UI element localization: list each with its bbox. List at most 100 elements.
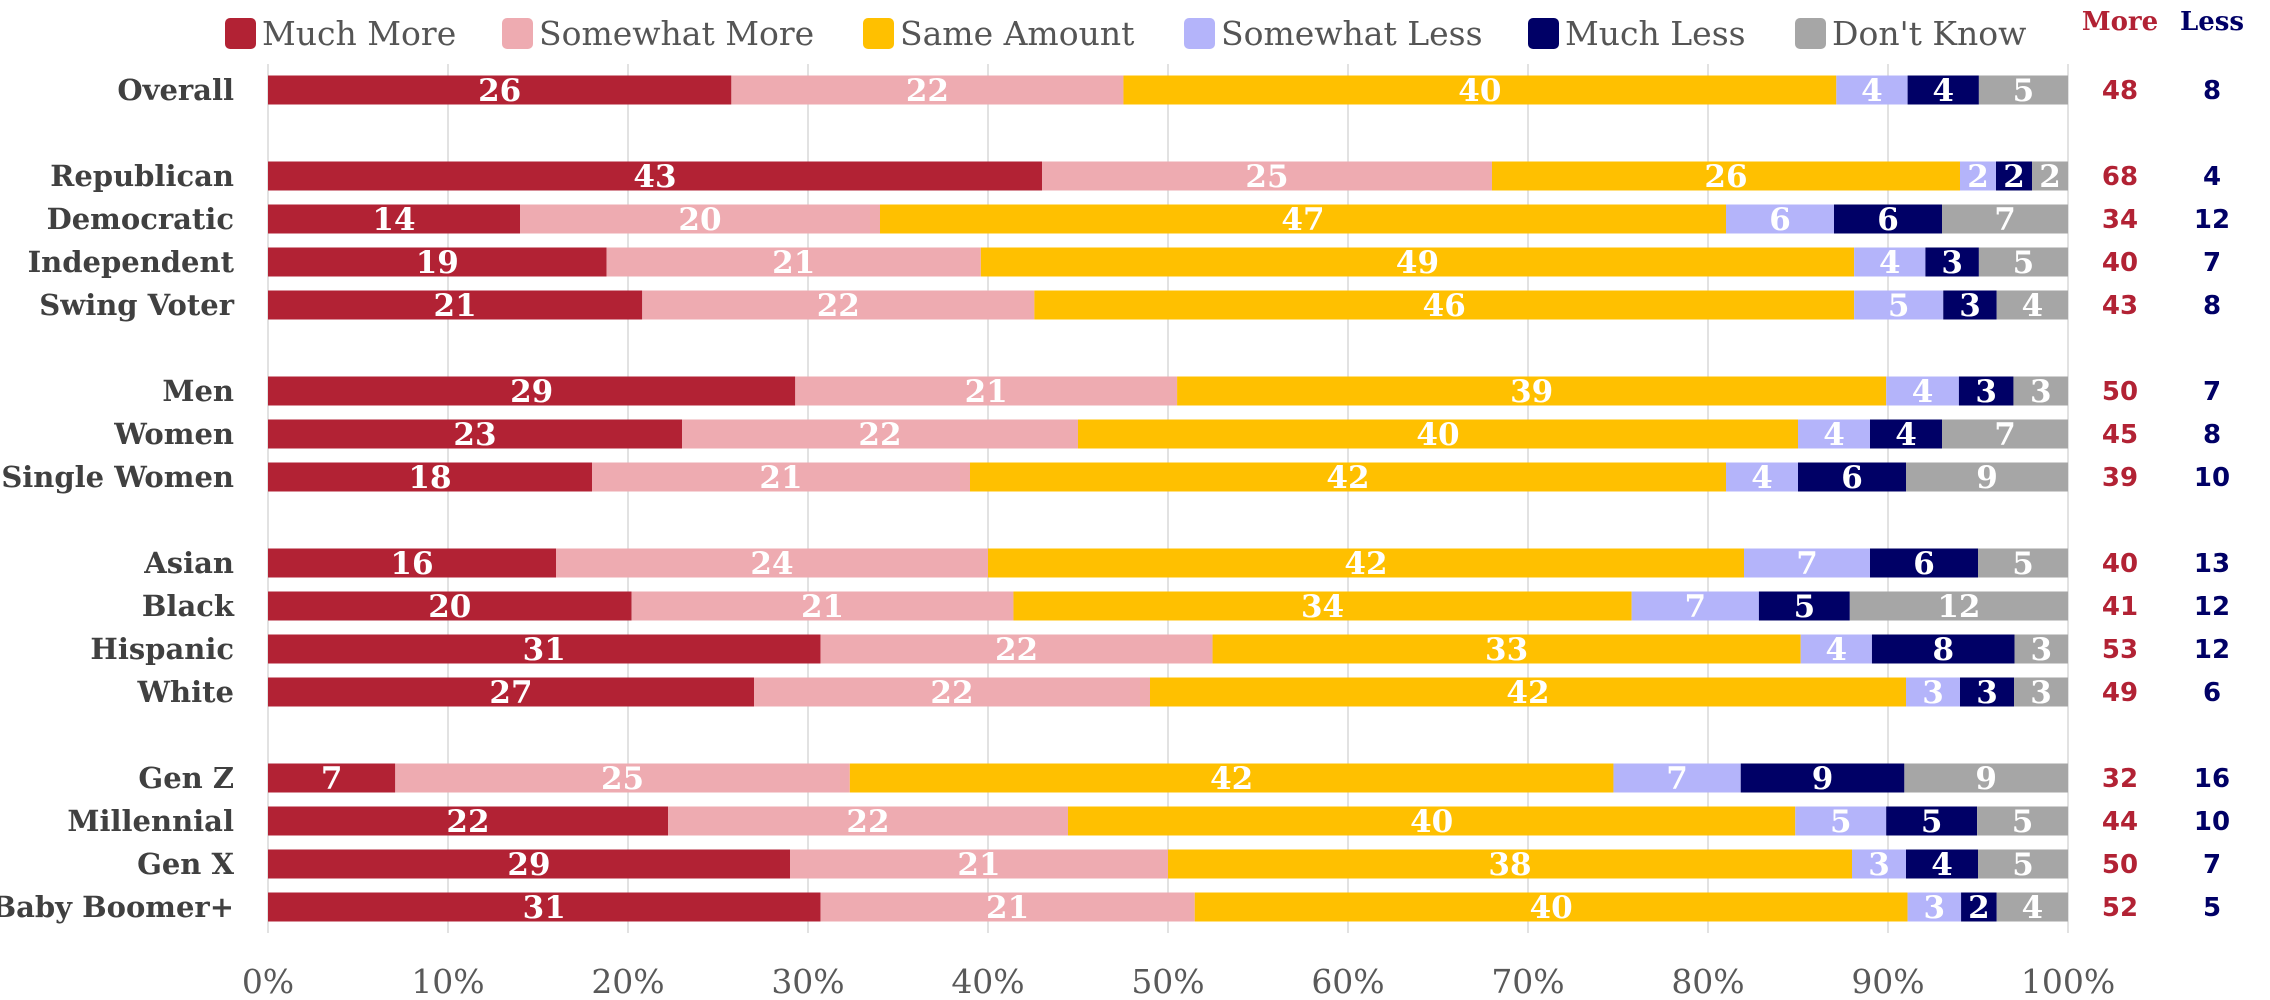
bar-same-amount-overall — [1123, 75, 1837, 105]
data-label: 23 — [453, 417, 496, 453]
data-label: 6 — [1913, 546, 1935, 582]
less-total: 7 — [2203, 377, 2221, 407]
bar-somewhat-more-independent — [606, 247, 981, 277]
data-label: 21 — [801, 589, 844, 625]
more-total: 68 — [2102, 162, 2138, 192]
less-total: 8 — [2203, 76, 2221, 106]
data-label: 4 — [1879, 245, 1901, 281]
data-label: 4 — [1823, 417, 1845, 453]
bar-much-more-swing-voter — [268, 290, 643, 320]
bar-much-less-single-women — [1798, 462, 1906, 492]
x-tick-label: 40% — [951, 962, 1024, 1000]
bar-much-more-men — [268, 376, 796, 406]
bar-don-t-know-overall — [1978, 75, 2068, 105]
bar-much-more-gen-z — [268, 763, 396, 793]
data-label: 40 — [1410, 804, 1453, 840]
category-label: Independent — [28, 245, 235, 279]
data-label: 3 — [1959, 288, 1981, 324]
data-label: 26 — [478, 73, 521, 109]
bar-same-amount-independent — [980, 247, 1855, 277]
bar-much-more-white — [268, 677, 754, 707]
data-label: 42 — [1506, 675, 1549, 711]
data-label: 7 — [1684, 589, 1706, 625]
bar-somewhat-less-women — [1798, 419, 1870, 449]
data-label: 4 — [1861, 73, 1883, 109]
legend-label: Don't Know — [1832, 14, 2026, 53]
bar-somewhat-less-democratic — [1726, 204, 1834, 234]
bar-much-less-millennial — [1886, 806, 1978, 836]
bar-don-t-know-women — [1942, 419, 2068, 449]
x-tick-label: 50% — [1131, 962, 1204, 1000]
category-labels: Overall Republican Democratic Independent Sw… — [0, 73, 235, 924]
bar-somewhat-less-baby-boomer — [1907, 892, 1962, 922]
less-total: 12 — [2194, 635, 2230, 665]
data-label: 7 — [1994, 202, 2016, 238]
data-label: 29 — [507, 847, 550, 883]
less-total: 5 — [2203, 893, 2221, 923]
data-label: 5 — [2013, 73, 2035, 109]
data-label: 7 — [1796, 546, 1818, 582]
data-label: 24 — [750, 546, 793, 582]
legend-swatch-don-t-know — [1795, 18, 1826, 49]
data-label: 5 — [2012, 847, 2034, 883]
more-total: 45 — [2102, 420, 2138, 450]
data-label: 5 — [2012, 546, 2034, 582]
less-total: 8 — [2203, 420, 2221, 450]
data-label: 4 — [1932, 73, 1954, 109]
bar-same-amount-hispanic — [1212, 634, 1801, 664]
less-total: 12 — [2194, 205, 2230, 235]
legend-label: Much More — [262, 14, 456, 53]
bar-somewhat-less-swing-voter — [1854, 290, 1944, 320]
legend-swatch-somewhat-less — [1184, 18, 1215, 49]
data-label: 5 — [1794, 589, 1816, 625]
bar-somewhat-less-white — [1906, 677, 1960, 707]
bar-don-t-know-black — [1849, 591, 2068, 621]
legend-label: Same Amount — [900, 14, 1134, 53]
more-total: 40 — [2102, 549, 2138, 579]
data-label: 26 — [1704, 159, 1747, 195]
bar-don-t-know-gen-z — [1904, 763, 2068, 793]
bar-somewhat-less-asian — [1744, 548, 1870, 578]
bar-somewhat-less-millennial — [1795, 806, 1887, 836]
less-total: 10 — [2194, 807, 2230, 837]
bar-much-less-republican — [1996, 161, 2032, 191]
x-tick-label: 60% — [1311, 962, 1384, 1000]
bar-somewhat-more-millennial — [668, 806, 1068, 836]
bar-much-more-republican — [268, 161, 1042, 191]
legend-label: Much Less — [1565, 14, 1746, 53]
legend-label: Somewhat Less — [1221, 14, 1483, 53]
bar-somewhat-less-hispanic — [1800, 634, 1872, 664]
bar-don-t-know-millennial — [1977, 806, 2068, 836]
bar-much-more-asian — [268, 548, 556, 578]
data-label: 33 — [1485, 632, 1528, 668]
data-label: 21 — [772, 245, 815, 281]
category-label: Republican — [50, 159, 234, 193]
data-label: 22 — [906, 73, 949, 109]
data-label: 9 — [1976, 460, 1998, 496]
data-label: 4 — [2022, 288, 2044, 324]
bar-don-t-know-men — [2013, 376, 2068, 406]
bar-same-amount-republican — [1492, 161, 1960, 191]
category-label: Black — [142, 589, 235, 623]
less-total: 16 — [2194, 764, 2230, 794]
legend-swatch-somewhat-more — [502, 18, 533, 49]
data-label: 2 — [1968, 890, 1990, 926]
bar-somewhat-less-overall — [1836, 75, 1908, 105]
more-total: 43 — [2102, 291, 2138, 321]
more-total: 32 — [2102, 764, 2138, 794]
x-tick-label: 100% — [2021, 962, 2115, 1000]
bar-somewhat-more-single-women — [592, 462, 970, 492]
category-label: Hispanic — [90, 632, 234, 666]
data-label: 3 — [2030, 374, 2052, 410]
data-label: 27 — [489, 675, 532, 711]
x-tick-label: 30% — [771, 962, 844, 1000]
bar-somewhat-less-independent — [1854, 247, 1926, 277]
bar-somewhat-more-democratic — [520, 204, 880, 234]
more-less-columns: More48683440435045394041534932445052Less… — [2082, 7, 2244, 923]
bar-much-less-women — [1870, 419, 1942, 449]
bar-don-t-know-baby-boomer — [1996, 892, 2068, 922]
data-label: 49 — [1396, 245, 1439, 281]
bar-somewhat-less-men — [1886, 376, 1959, 406]
x-axis: 0% 10% 20% 30% 40% 50% 60% 70% 80% 90% 100% — [242, 64, 2115, 1000]
data-label: 47 — [1281, 202, 1324, 238]
